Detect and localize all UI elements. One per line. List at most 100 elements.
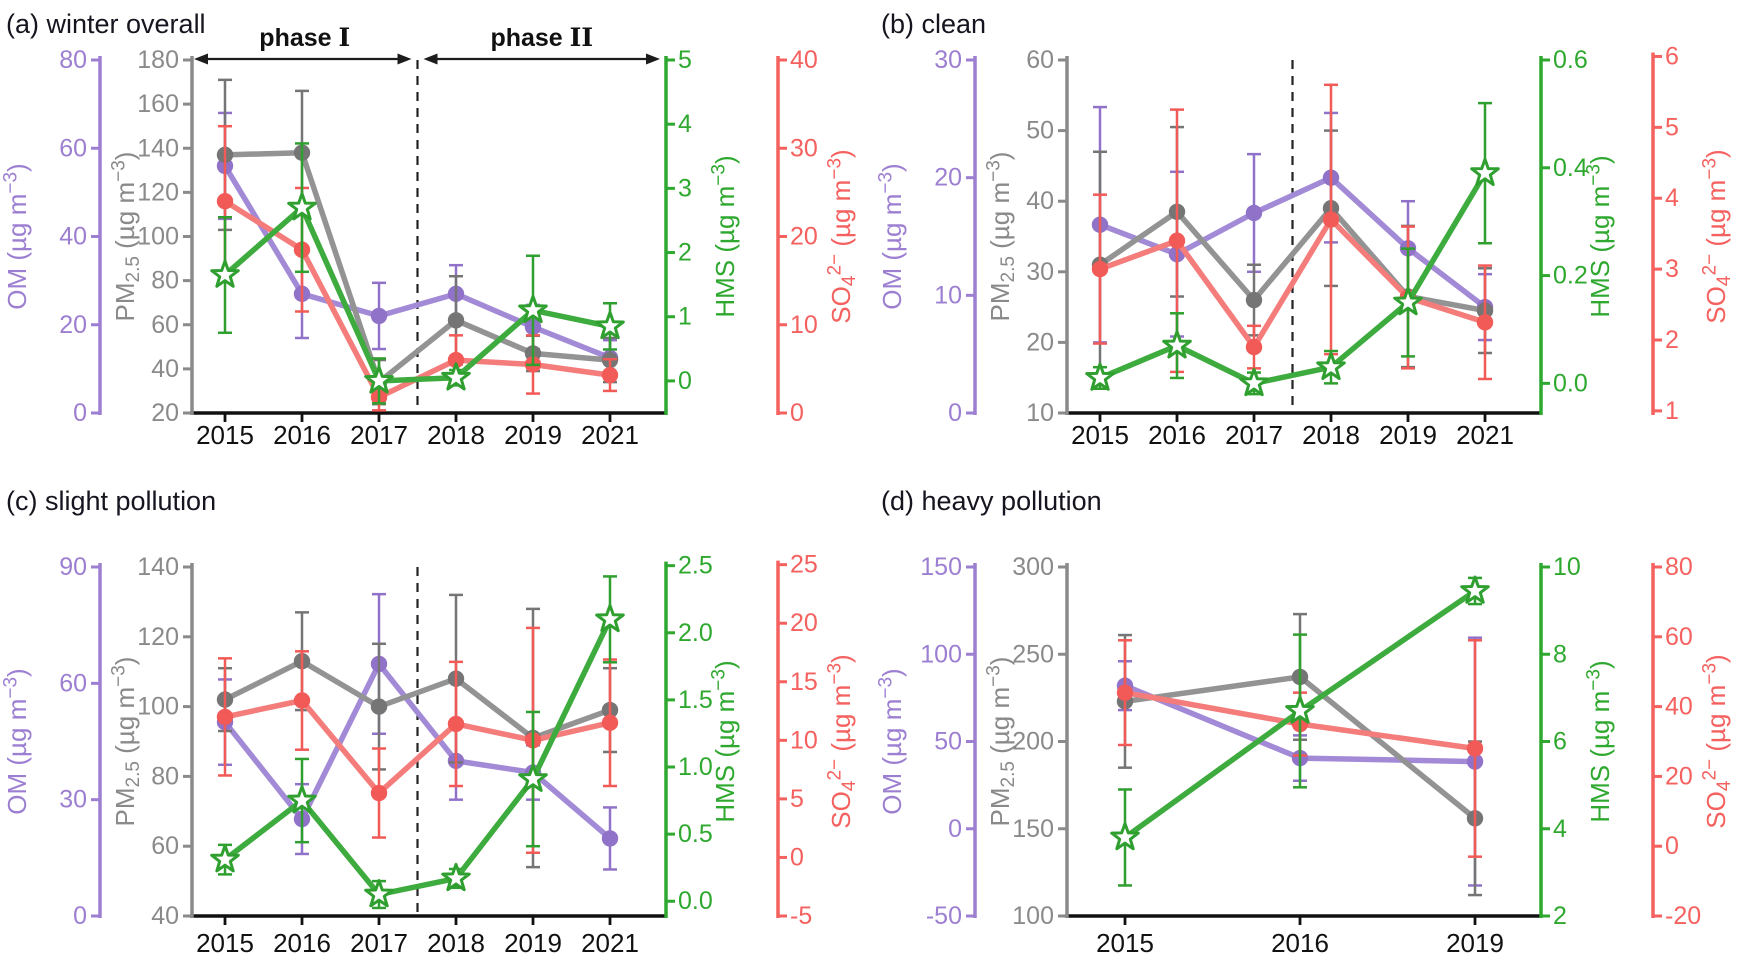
svg-text:3: 3 (678, 174, 692, 202)
svg-text:2.5: 2.5 (678, 552, 713, 580)
hms-star-marker (1316, 351, 1346, 380)
so4-2--point-marker (1168, 232, 1186, 249)
hms-star-marker (1470, 157, 1500, 186)
svg-text:0: 0 (73, 902, 87, 930)
svg-text:180: 180 (137, 46, 179, 74)
svg-text:25: 25 (790, 551, 818, 579)
phase-label: phase II (490, 23, 593, 52)
so4-2--point-marker (601, 714, 619, 731)
hms-y-axis: 2 4 6 8 10 HMS (µg m−3) (1539, 553, 1615, 930)
so4-y-axis: -5 0 5 10 15 20 25 SO42− (µg m−3) (776, 551, 860, 930)
hms-star-marker (364, 365, 394, 394)
svg-text:10: 10 (790, 311, 818, 339)
svg-text:80: 80 (151, 762, 179, 790)
svg-text:90: 90 (59, 553, 87, 581)
so4-y-axis: 1 2 3 4 5 6 SO42− (µg m−3) (1651, 42, 1735, 425)
hms-star-marker (518, 763, 548, 792)
svg-text:150: 150 (920, 553, 962, 581)
hms-y-axis: 0.0 0.2 0.4 0.6 HMS (µg m−3) (1539, 46, 1615, 415)
x-tick-label: 2019 (1446, 928, 1504, 958)
svg-text:60: 60 (59, 669, 87, 697)
svg-text:30: 30 (934, 46, 962, 74)
svg-text:5: 5 (678, 46, 692, 74)
svg-text:50: 50 (1026, 117, 1054, 145)
svg-text:6: 6 (1665, 42, 1679, 70)
svg-text:HMS (µg m−3): HMS (µg m−3) (709, 155, 740, 317)
hms-y-axis: 0.0 0.5 1.0 1.5 2.0 2.5 HMS (µg m−3) (664, 552, 740, 918)
so4-2--point-marker (216, 708, 234, 726)
hms-star-marker (1460, 575, 1490, 604)
svg-text:4: 4 (1665, 184, 1679, 212)
svg-text:100: 100 (137, 693, 179, 721)
pm25-y-axis: 10 20 30 40 50 60 PM2.5 (µg m−3) (984, 46, 1069, 427)
svg-text:5: 5 (1665, 113, 1679, 141)
svg-text:2: 2 (1553, 902, 1567, 930)
x-tick-label: 2021 (581, 420, 639, 450)
so4-2--point-marker (1116, 684, 1134, 701)
x-tick-label: 2018 (1302, 420, 1360, 450)
series-hms (1085, 101, 1500, 397)
svg-text:20: 20 (790, 609, 818, 637)
svg-text:100: 100 (920, 640, 962, 668)
svg-text:40: 40 (59, 223, 87, 251)
svg-text:OM (µg m−3): OM (µg m−3) (1, 668, 32, 814)
x-tick-label: 2018 (427, 928, 485, 958)
svg-text:4: 4 (1553, 815, 1567, 843)
phase-label: phase I (259, 23, 350, 52)
svg-text:120: 120 (137, 178, 179, 206)
svg-text:40: 40 (1026, 187, 1054, 215)
svg-text:150: 150 (1012, 815, 1054, 843)
svg-text:20: 20 (1665, 762, 1693, 790)
series-hms (1110, 575, 1490, 887)
svg-text:100: 100 (137, 223, 179, 251)
svg-text:10: 10 (790, 726, 818, 754)
x-tick-label: 2015 (196, 928, 254, 958)
svg-text:-20: -20 (1665, 902, 1701, 930)
svg-text:0: 0 (790, 399, 804, 427)
hms-star-marker (595, 310, 625, 340)
hms-star-marker (441, 862, 471, 892)
om-point-marker (601, 830, 619, 847)
om-y-axis: 0 20 40 60 80 OM (µg m−3) (1, 46, 102, 427)
hms-star-marker (1285, 695, 1315, 724)
svg-text:0.0: 0.0 (1553, 369, 1588, 397)
hms-star-marker (287, 192, 317, 221)
x-tick-label: 2015 (1096, 928, 1154, 958)
so4-2--point-marker (1091, 260, 1109, 278)
series-so4-2- (216, 626, 619, 855)
so4-2--point-marker (216, 193, 234, 210)
svg-text:2.0: 2.0 (678, 619, 713, 647)
om-point-marker (370, 307, 388, 325)
panel-title: (c) slight pollution (6, 486, 216, 516)
svg-text:0: 0 (678, 367, 692, 395)
svg-text:40: 40 (790, 46, 818, 74)
svg-text:0: 0 (948, 399, 962, 427)
pm2.5-point-marker (447, 312, 465, 329)
svg-text:20: 20 (1026, 328, 1054, 356)
svg-text:40: 40 (151, 355, 179, 383)
svg-text:20: 20 (934, 164, 962, 192)
svg-text:5: 5 (790, 785, 804, 813)
svg-text:50: 50 (934, 728, 962, 756)
so4-2--point-marker (1322, 211, 1340, 228)
hms-star-marker (518, 294, 548, 324)
hms-star-marker (1239, 367, 1269, 397)
svg-text:8: 8 (1553, 640, 1567, 668)
x-axis: 2015 2016 2017 2018 2019 2021 (190, 914, 666, 958)
svg-text:140: 140 (137, 553, 179, 581)
svg-text:0: 0 (73, 399, 87, 427)
svg-text:0: 0 (790, 843, 804, 871)
svg-text:0.2: 0.2 (1553, 262, 1588, 290)
svg-text:10: 10 (1026, 399, 1054, 427)
pm25-y-axis: 20 40 60 80 100 120 140 160 180 PM2.5 (µg m−3) (109, 46, 194, 427)
so4-2--point-marker (1245, 338, 1263, 356)
x-tick-label: 2015 (196, 420, 254, 450)
svg-text:6: 6 (1553, 728, 1567, 756)
hms-star-marker (287, 785, 317, 814)
om-y-axis: 0 10 20 30 OM (µg m−3) (876, 46, 977, 427)
x-tick-label: 2019 (1379, 420, 1437, 450)
hms-star-marker (210, 844, 240, 873)
